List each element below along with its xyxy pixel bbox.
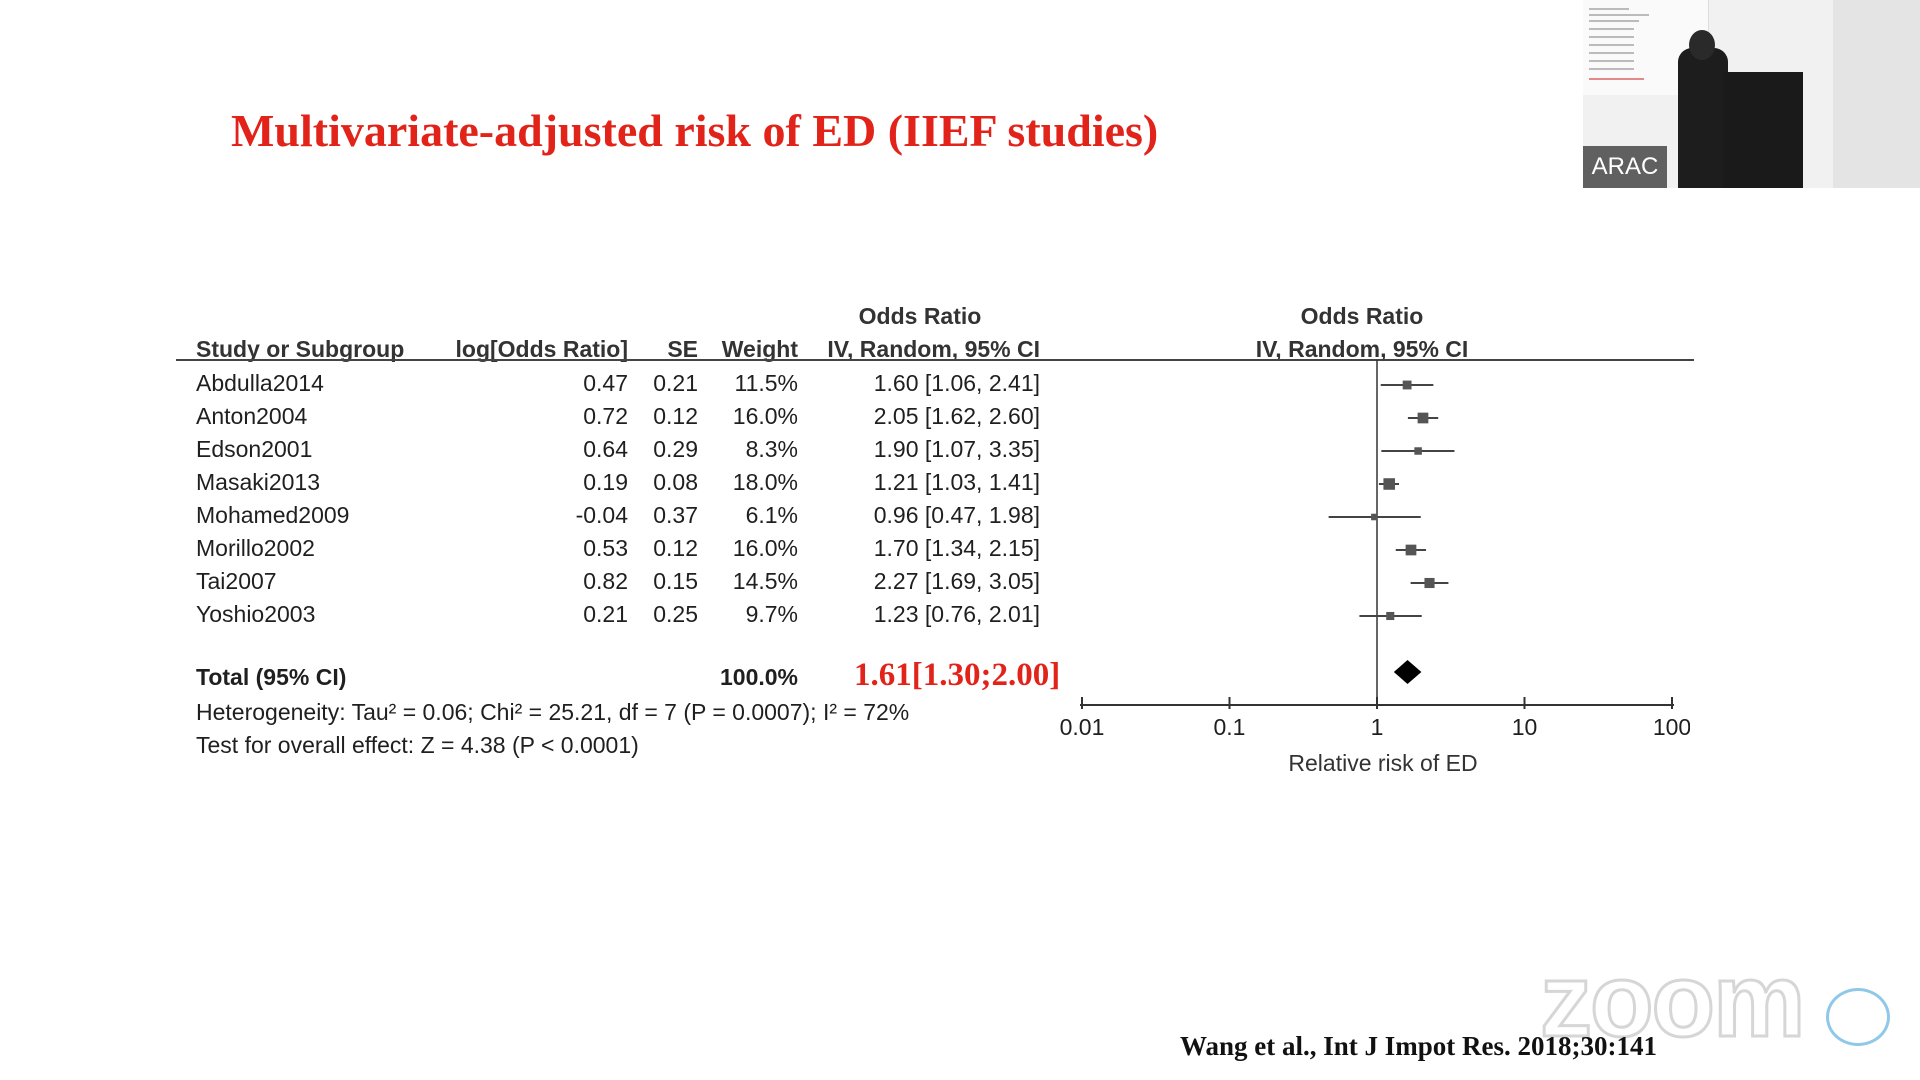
point-estimate [1417, 412, 1429, 424]
participant-name-label: ARAC [1583, 146, 1667, 188]
study-weight: 18.0% [732, 469, 798, 495]
study-name: Edson2001 [196, 436, 313, 462]
study-logor: 0.47 [583, 370, 628, 396]
study-logor: 0.82 [583, 568, 628, 594]
study-logor: 0.21 [583, 601, 628, 627]
point-estimate [1424, 577, 1435, 589]
study-weight: 8.3% [745, 436, 798, 462]
pooled-diamond [1393, 660, 1422, 684]
study-logor: 0.19 [583, 469, 628, 495]
header-plot-bottom: IV, Random, 95% CI [1255, 336, 1469, 362]
header-or-top: Odds Ratio [858, 303, 982, 329]
study-ci: 1.21 [1.03, 1.41] [873, 469, 1040, 495]
x-tick-label: 0.01 [1060, 714, 1105, 740]
study-weight: 11.5% [734, 370, 798, 396]
study-weight: 9.7% [745, 601, 798, 627]
study-ci: 1.60 [1.06, 2.41] [873, 370, 1040, 396]
slide-title: Multivariate-adjusted risk of ED (IIEF s… [231, 105, 1159, 156]
point-estimate [1405, 544, 1417, 556]
study-logor: 0.53 [583, 535, 628, 561]
study-ci: 0.96 [0.47, 1.98] [873, 502, 1040, 528]
study-name: Morillo2002 [196, 535, 315, 561]
study-weight: 6.1% [745, 502, 798, 528]
x-tick-label: 10 [1512, 714, 1538, 740]
study-logor: -0.04 [575, 502, 628, 528]
video-background-wall [1833, 0, 1920, 188]
study-se: 0.12 [653, 403, 698, 429]
study-se: 0.25 [653, 601, 698, 627]
point-estimate [1383, 478, 1395, 490]
header-plot-top: Odds Ratio [1300, 303, 1424, 329]
citation: Wang et al., Int J Impot Res. 2018;30:14… [1180, 1031, 1657, 1061]
study-ci: 1.23 [0.76, 2.01] [873, 601, 1040, 627]
study-name: Yoshio2003 [196, 601, 316, 627]
study-se: 0.37 [653, 502, 698, 528]
total-label: Total (95% CI) [196, 664, 347, 690]
overall-effect-text: Test for overall effect: Z = 4.38 (P < 0… [196, 732, 639, 758]
study-se: 0.08 [653, 469, 698, 495]
study-logor: 0.64 [583, 436, 628, 462]
point-estimate [1386, 611, 1395, 621]
study-name: Tai2007 [196, 568, 277, 594]
header-or-bottom: IV, Random, 95% CI [827, 336, 1040, 362]
x-axis-label: Relative risk of ED [1288, 750, 1477, 776]
heterogeneity-text: Heterogeneity: Tau² = 0.06; Chi² = 25.21… [196, 699, 910, 725]
point-estimate [1414, 447, 1422, 455]
zoom-watermark-logo: zoom [1539, 942, 1808, 1061]
association-logo [1826, 988, 1890, 1046]
study-weight: 16.0% [732, 535, 798, 561]
study-ci: 1.70 [1.34, 2.15] [873, 535, 1040, 561]
study-name: Mohamed2009 [196, 502, 350, 528]
study-name: Masaki2013 [196, 469, 321, 495]
study-name: Anton2004 [196, 403, 308, 429]
point-estimate [1402, 380, 1412, 390]
speaker-figure [1678, 48, 1728, 188]
study-name: Abdulla2014 [196, 370, 324, 396]
study-weight: 16.0% [732, 403, 798, 429]
total-weight: 100.0% [719, 664, 798, 690]
study-se: 0.29 [653, 436, 698, 462]
total-estimate: 1.61[1.30;2.00] [854, 657, 1061, 693]
podium [1723, 72, 1803, 188]
study-se: 0.21 [653, 370, 698, 396]
header-divider [176, 359, 1694, 361]
study-ci: 1.90 [1.07, 3.35] [873, 436, 1040, 462]
header-se: SE [667, 336, 698, 362]
study-logor: 0.72 [583, 403, 628, 429]
header-study: Study or Subgroup [196, 336, 405, 362]
point-estimate [1371, 513, 1378, 521]
study-weight: 14.5% [732, 568, 798, 594]
forest-plot: 0.01 0.1 1 10 100 Relative risk of ED [1060, 360, 1690, 776]
speaker-video-tile: ARAC [1583, 0, 1920, 188]
study-se: 0.15 [653, 568, 698, 594]
header-logor: log[Odds Ratio] [455, 336, 628, 362]
header-weight: Weight [721, 336, 798, 362]
speaker-head [1689, 30, 1715, 60]
study-se: 0.12 [653, 535, 698, 561]
study-ci: 2.05 [1.62, 2.60] [873, 403, 1040, 429]
x-tick-label: 0.1 [1214, 714, 1246, 740]
x-tick-label: 1 [1371, 714, 1384, 740]
study-ci: 2.27 [1.69, 3.05] [873, 568, 1040, 594]
x-tick-label: 100 [1653, 714, 1690, 740]
